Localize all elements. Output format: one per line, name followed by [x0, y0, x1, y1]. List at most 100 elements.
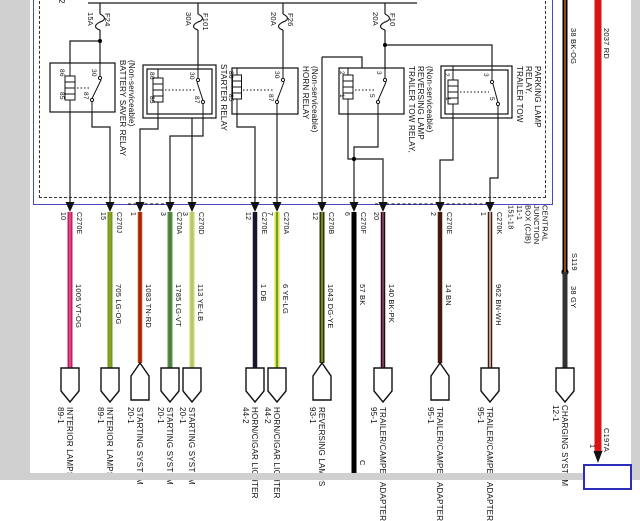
relay-pin: 86: [58, 69, 65, 77]
relay-internals: [64, 63, 501, 118]
connector-name: C270K: [495, 212, 502, 235]
fuse-icon: [94, 13, 106, 31]
fuse-name: F101: [201, 13, 210, 31]
exit-pin: 10: [59, 212, 66, 221]
relay-pin: 30: [273, 71, 280, 79]
connector-name: C270E: [75, 212, 82, 235]
wiring-lines: [49, 0, 603, 474]
wire-code: 1785 LG-VT: [174, 284, 183, 327]
red-wire-end-pin: 1: [588, 444, 597, 449]
exit-pin: 12: [311, 212, 318, 221]
connector-name: C270B: [327, 212, 334, 235]
fuse-icon: [192, 13, 204, 31]
left-margin: [0, 0, 30, 480]
exit-pin: 15: [99, 212, 106, 221]
relay-pin: 87: [267, 94, 274, 102]
exit-pin: 1: [479, 212, 486, 217]
connector-name: C270E: [260, 212, 267, 235]
connector-name: C270J: [115, 212, 122, 234]
wire-code: 14 BN: [444, 284, 453, 306]
right-margin: [631, 0, 640, 480]
inline-connectors: [60, 361, 575, 404]
relay-pin: 86: [227, 71, 234, 79]
relay-label-trailer-tow-parking: TRAILER TOW RELAY, PARKING LAMP: [515, 66, 542, 128]
connector-name: C270A: [175, 212, 182, 235]
relay-pin: 85: [58, 92, 65, 100]
relay-pin: 85: [148, 96, 155, 104]
connector-name: C270F: [359, 212, 366, 235]
exit-pin: 3: [159, 212, 166, 217]
wire-code: 1043 DG-YE: [326, 284, 335, 329]
wire-code: 1083 TN-RD: [144, 284, 153, 328]
circuit-wires: [67, 0, 602, 474]
wire-code: 38 GY: [569, 286, 578, 309]
fuse-name: F26: [286, 13, 295, 27]
relay-pin: 5: [368, 94, 375, 98]
relay-pin: 30: [90, 69, 97, 77]
fuse-icon: [379, 13, 391, 31]
dest-label: 44-2 HORN/CIGAR LIGHTER: [263, 407, 281, 499]
internal-routing: [69, 56, 499, 203]
fuse-name: F10: [388, 13, 397, 27]
relay-pin: 87: [193, 96, 200, 104]
wire-code: 140 BK-PK: [387, 284, 396, 323]
fuse-rating: 20A: [269, 12, 278, 26]
relay-label-starter: STARTER RELAY: [219, 64, 228, 132]
dest-label: 44-2 HORN/CIGAR LIGHTER: [241, 407, 259, 499]
central-junction-box-dashed-outline: [39, 0, 546, 198]
relay-pin: 3: [482, 73, 489, 77]
fuse-icon: [277, 13, 289, 31]
exit-pin: 1: [129, 212, 136, 217]
relay-pin: 30: [188, 72, 195, 80]
wire-code: 1 DB: [259, 284, 268, 302]
bottom-margin: [0, 473, 640, 480]
wire-code: 1005 VT-OG: [74, 284, 83, 329]
exit-pin: 7: [266, 212, 273, 217]
red-wire-end-arrowhead: [593, 451, 603, 463]
wire-code: 6 YE-LG: [281, 284, 290, 315]
relay-label-horn: HORN RELAY (Non-serviceable): [301, 66, 319, 133]
exit-arrowheads: [65, 202, 495, 212]
fuse-rating: 20A: [371, 12, 380, 26]
exit-pin: 6: [343, 212, 350, 217]
exit-pin: 2: [429, 212, 436, 217]
dest-label: 12-1 CHARGING SYSTEM: [551, 405, 569, 487]
exit-pin: 12: [244, 212, 251, 221]
dest-label: 20-1 STARTING SYSTEM: [156, 407, 174, 485]
connector-name: C270E: [445, 212, 452, 235]
relay-pin: 3: [375, 71, 382, 75]
feed-bus: [69, 2, 493, 68]
exit-pin: 20: [372, 212, 379, 221]
fuse-rating: 15A: [86, 12, 95, 26]
dest-label: 95-1 TRAILER/CAMPER ADAPTER: [426, 407, 444, 521]
dest-label: 95-1 TRAILER/CAMPER ADAPTER: [476, 407, 494, 521]
cjb-label: CENTRAL JUNCTION BOX (CJB) 11-1 151-18: [506, 205, 550, 245]
page-ref: 2: [57, 0, 66, 4]
relay-pin: 87: [82, 92, 89, 100]
dest-label: 20-1 STARTING SYSTEM: [126, 407, 144, 485]
charging-component-box: [583, 464, 632, 490]
relay-pin: 86: [148, 72, 155, 80]
relay-pin: 2: [338, 71, 345, 75]
wire-code: 38 BK-OG: [569, 28, 578, 65]
fuse-name: F24: [103, 13, 112, 27]
wire-code: 962 BN-WH: [494, 284, 503, 326]
exit-pin: 3: [181, 212, 188, 217]
connector-name: C270A: [282, 212, 289, 235]
dest-label: 89-1 INTERIOR LAMPS: [56, 407, 74, 478]
wire-code: 705 LG-OG: [114, 284, 123, 325]
relay-label-trailer-tow-reversing: TRAILER TOW RELAY, REVERSING LAMP (Non-s…: [407, 66, 434, 154]
relay-pin: 85: [227, 94, 234, 102]
relay-pin: 5: [488, 97, 495, 101]
fuse-rating: 30A: [184, 12, 193, 26]
wire-code: 113 YE-LB: [196, 284, 205, 322]
dest-label: 89-1 INTERIOR LAMPS: [96, 407, 114, 478]
splice-label: S119: [570, 253, 579, 271]
relay-pin: 1: [444, 97, 451, 101]
cutoff-connector-label: C: [358, 460, 367, 466]
dest-label: 95-1 TRAILER/CAMPER ADAPTER: [369, 407, 387, 521]
relay-label-battery-saver: BATTERY SAVER RELAY (Non-serviceable): [118, 60, 136, 157]
wire-code: 57 BK: [358, 284, 367, 306]
dest-label: 20-1 STARTING SYSTEM: [178, 407, 196, 485]
